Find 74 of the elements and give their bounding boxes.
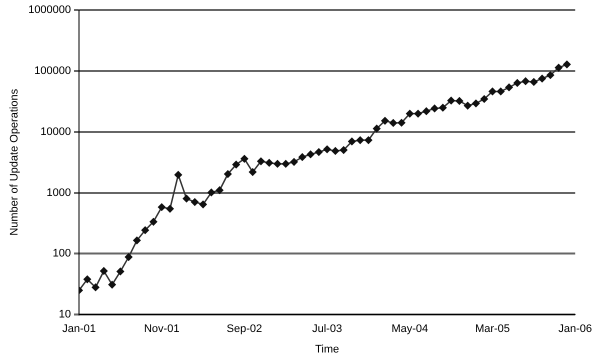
point bbox=[84, 276, 92, 284]
point bbox=[563, 60, 571, 68]
point bbox=[464, 102, 472, 110]
point bbox=[240, 155, 248, 163]
point bbox=[224, 170, 232, 178]
point bbox=[124, 253, 132, 261]
point bbox=[390, 119, 398, 127]
point bbox=[265, 159, 273, 167]
point bbox=[554, 64, 562, 72]
point bbox=[166, 205, 174, 213]
y-tick-label: 100000 bbox=[34, 64, 72, 77]
x-tick-label: Mar-05 bbox=[475, 323, 510, 336]
point bbox=[456, 97, 464, 105]
point bbox=[372, 124, 380, 132]
point bbox=[306, 150, 314, 158]
point bbox=[158, 203, 166, 211]
y-tick-label: 10000 bbox=[40, 126, 72, 138]
point bbox=[422, 107, 430, 115]
point bbox=[414, 110, 422, 118]
point bbox=[133, 236, 141, 244]
x-axis-title: Time bbox=[315, 343, 340, 356]
point bbox=[208, 188, 216, 196]
point bbox=[116, 268, 124, 276]
point bbox=[323, 146, 331, 154]
point bbox=[348, 138, 356, 146]
y-axis-title: Number of Update Operations bbox=[8, 88, 21, 236]
point bbox=[108, 280, 116, 288]
point bbox=[364, 136, 372, 144]
point bbox=[290, 158, 298, 166]
point bbox=[447, 96, 455, 104]
point bbox=[141, 226, 149, 234]
point bbox=[216, 186, 224, 194]
point bbox=[522, 77, 530, 85]
y-tick-label: 10 bbox=[58, 308, 72, 321]
point bbox=[546, 71, 554, 79]
point bbox=[406, 110, 414, 118]
x-tick-label: Jan-06 bbox=[558, 323, 592, 336]
point bbox=[332, 147, 340, 155]
point bbox=[497, 88, 505, 96]
point bbox=[488, 88, 496, 96]
point bbox=[191, 198, 199, 206]
point bbox=[472, 100, 480, 108]
y-tick-label: 100 bbox=[52, 248, 72, 260]
point bbox=[530, 78, 538, 86]
point bbox=[340, 146, 348, 154]
x-tick-label: Jan-01 bbox=[62, 323, 96, 336]
point bbox=[315, 148, 323, 156]
point bbox=[257, 158, 265, 166]
point bbox=[92, 284, 100, 292]
point bbox=[248, 168, 256, 176]
point bbox=[398, 119, 406, 126]
point bbox=[514, 79, 522, 87]
y-tick-label: 1000000 bbox=[28, 4, 72, 16]
x-tick-label: Jul-03 bbox=[312, 323, 342, 336]
point bbox=[505, 84, 513, 92]
point bbox=[298, 153, 306, 161]
point bbox=[182, 194, 190, 202]
point bbox=[199, 200, 207, 208]
point bbox=[150, 218, 158, 226]
y-tick-label: 1000 bbox=[46, 186, 72, 199]
point bbox=[381, 117, 389, 125]
x-tick-label: May-04 bbox=[391, 323, 428, 336]
point bbox=[232, 160, 240, 168]
point bbox=[282, 160, 290, 168]
point bbox=[538, 74, 546, 82]
x-tick-label: Nov-01 bbox=[144, 323, 180, 336]
point bbox=[439, 104, 447, 112]
point bbox=[174, 171, 182, 179]
x-tick-label: Sep-02 bbox=[226, 323, 262, 336]
point bbox=[480, 95, 488, 103]
point bbox=[356, 136, 364, 144]
point bbox=[100, 267, 108, 275]
point bbox=[430, 104, 438, 112]
point bbox=[274, 160, 282, 168]
